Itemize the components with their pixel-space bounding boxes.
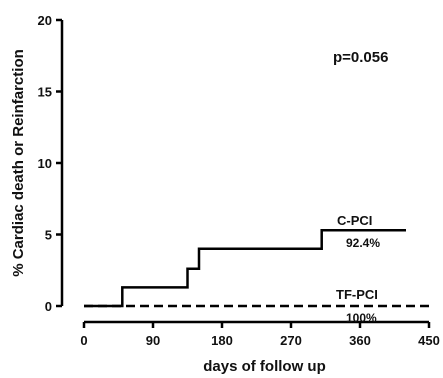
p-value-annotation: p=0.056 [333,49,388,66]
x-tick-label: 0 [80,333,87,348]
x-axis-title: days of follow up [203,358,326,375]
annotations: p=0.056 C-PCI 92.4% TF-PCI 100% [333,49,388,325]
y-tick-label: 0 [45,299,52,314]
y-tick-label: 15 [38,85,52,100]
x-tick-label: 450 [418,333,440,348]
series-label-tf-pci: TF-PCI [336,287,378,302]
x-tick-label: 90 [146,333,160,348]
series-layer [84,228,429,308]
x-tick-label: 180 [211,333,233,348]
survival-label-tf-pci: 100% [346,311,377,325]
series-label-c-pci: C-PCI [337,213,372,228]
y-tick-label: 10 [38,156,52,171]
x-tick-label: 360 [349,333,371,348]
survival-label-c-pci: 92.4% [346,236,380,250]
y-tick-label: 5 [45,228,52,243]
y-axis-title: % Cardiac death or Reinfarction [10,49,27,277]
ticks: 0 5 10 15 20 0 90 180 270 360 450 [38,13,440,348]
series-line-c-pci [84,228,406,308]
y-tick-label: 20 [38,13,52,28]
x-tick-label: 270 [280,333,302,348]
